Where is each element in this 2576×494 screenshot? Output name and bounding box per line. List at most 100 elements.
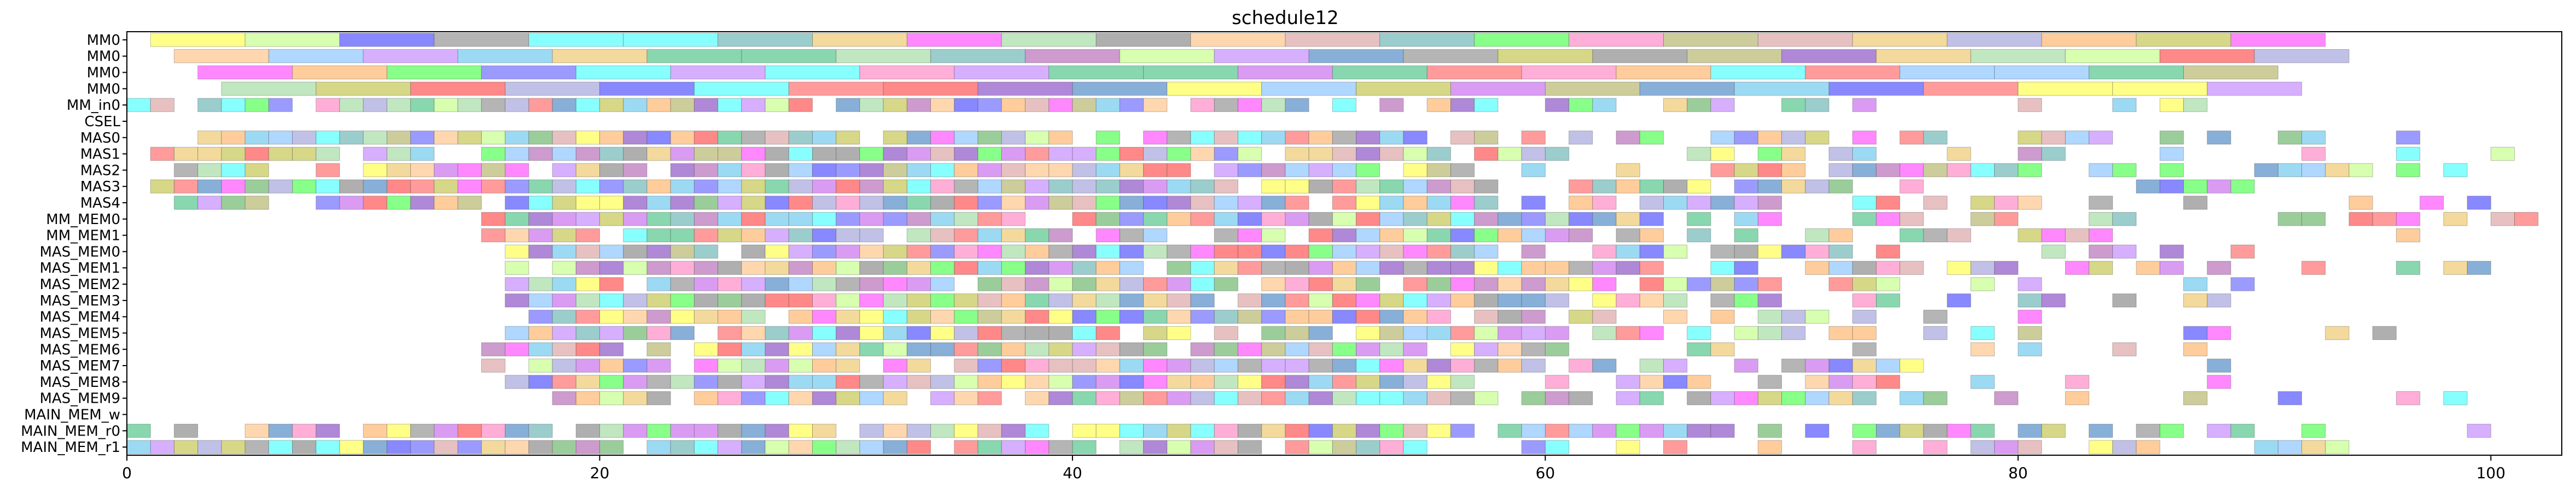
task-bar [670, 424, 695, 438]
x-tick-label: 0 [122, 464, 132, 482]
task-bar [2065, 261, 2090, 275]
task-bar [268, 98, 293, 112]
task-bar [2112, 98, 2137, 112]
task-bar [2159, 244, 2184, 259]
task-bar [1592, 326, 1617, 340]
task-bar [1379, 196, 1404, 210]
task-bar [1970, 342, 1995, 356]
task-bar [1899, 358, 1924, 373]
task-bar [1426, 244, 1452, 259]
task-bar [718, 131, 742, 145]
task-bar [788, 277, 813, 291]
task-bar [292, 179, 317, 193]
task-bar [1970, 424, 1995, 438]
task-bar [788, 261, 813, 275]
task-bar [812, 440, 837, 454]
task-bar [741, 375, 766, 389]
task-bar [1876, 212, 1901, 226]
task-bar [1119, 98, 1144, 112]
task-bar [812, 212, 837, 226]
task-bar [2041, 131, 2066, 145]
task-bar [197, 163, 222, 178]
task-bar [1852, 98, 1877, 112]
task-bar [1119, 309, 1144, 324]
task-bar [552, 277, 576, 291]
task-bar [599, 212, 624, 226]
task-bar [1072, 309, 1097, 324]
task-bar [836, 309, 860, 324]
task-bar [292, 424, 317, 438]
task-bar [788, 146, 813, 161]
task-bar [1332, 196, 1357, 210]
task-bar [1237, 131, 1262, 145]
task-bar [1616, 375, 1640, 389]
task-bar [1119, 277, 1144, 291]
task-bar [977, 212, 1002, 226]
task-bar [859, 424, 884, 438]
task-bar [221, 179, 246, 193]
task-bar [1734, 358, 1758, 373]
task-bar [481, 163, 506, 178]
task-bar [1852, 309, 1877, 324]
task-bar [812, 179, 837, 193]
task-bar [1237, 163, 1262, 178]
task-bar [1261, 228, 1286, 243]
task-bar [765, 358, 789, 373]
task-bar [1994, 196, 2019, 210]
task-bar [1734, 228, 1758, 243]
task-bar [410, 179, 435, 193]
task-bar [977, 163, 1002, 178]
task-bar [1214, 326, 1238, 340]
task-bar [1497, 277, 1522, 291]
task-bar [812, 391, 837, 405]
task-bar [1190, 309, 1215, 324]
task-bar [1521, 326, 1546, 340]
task-bar [1379, 98, 1404, 112]
task-bar [292, 131, 317, 145]
task-bar [623, 98, 648, 112]
task-bar [623, 358, 648, 373]
task-bar [1616, 391, 1640, 405]
task-bar [1167, 293, 1191, 308]
task-bar [528, 358, 553, 373]
task-bar [883, 98, 907, 112]
task-bar [316, 131, 340, 145]
task-bar [173, 179, 199, 193]
task-bar [552, 293, 576, 308]
task-bar [1095, 244, 1120, 259]
task-bar [1426, 391, 1452, 405]
task-bar [2467, 424, 2491, 438]
task-bar [552, 309, 576, 324]
task-bar [457, 98, 482, 112]
task-bar [788, 309, 813, 324]
task-bar [623, 375, 648, 389]
task-bar [2159, 424, 2184, 438]
task-bar [2089, 440, 2113, 454]
task-bar [1521, 65, 1617, 80]
task-bar [1899, 424, 1924, 438]
task-bar [2207, 81, 2303, 96]
task-bar [836, 293, 860, 308]
task-bar [1805, 179, 1829, 193]
task-bar [693, 196, 719, 210]
task-bar [1616, 326, 1640, 340]
task-bar [1687, 424, 1711, 438]
task-bar [244, 146, 269, 161]
task-bar [552, 375, 576, 389]
task-bar [1072, 81, 1168, 96]
task-bar [481, 342, 506, 356]
task-bar [1734, 244, 1758, 259]
task-bar [2207, 261, 2231, 275]
task-bar [599, 261, 624, 275]
task-bar [1190, 146, 1215, 161]
task-bar [1592, 49, 1688, 63]
task-bar [2467, 261, 2491, 275]
task-bar [386, 131, 411, 145]
task-bar [977, 358, 1002, 373]
task-bar [1616, 179, 1640, 193]
task-bar [197, 440, 222, 454]
task-bar [1497, 293, 1522, 308]
task-bar [1332, 424, 1357, 438]
task-bar [292, 440, 317, 454]
task-bar [1261, 196, 1286, 210]
